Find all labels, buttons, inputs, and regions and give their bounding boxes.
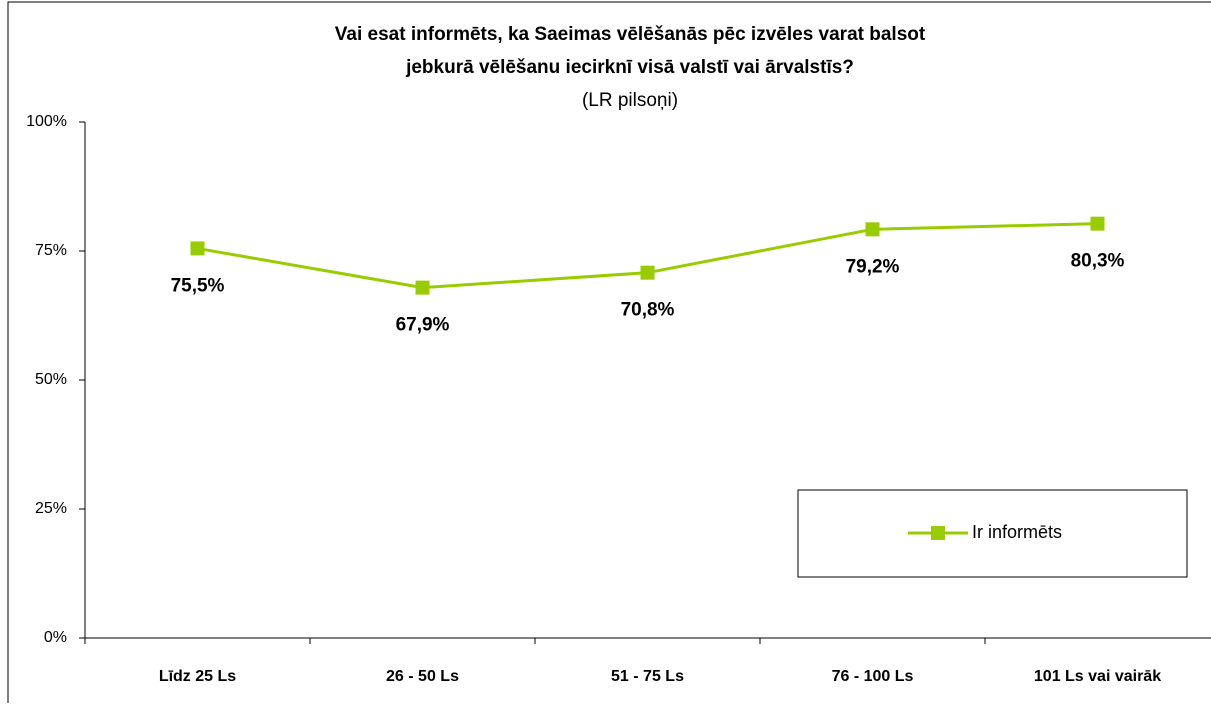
legend-label: Ir informēts (972, 522, 1062, 542)
point-marker (1090, 216, 1105, 231)
y-tick-label: 75% (35, 242, 67, 259)
chart-title: jebkurā vēlēšanu iecirknī visā valstī va… (405, 57, 854, 78)
value-label: 67,9% (396, 315, 450, 336)
point-marker (415, 280, 430, 295)
x-tick-label: 26 - 50 Ls (386, 668, 459, 685)
point-marker (190, 241, 205, 256)
value-label: 80,3% (1071, 251, 1125, 272)
legend-box (797, 489, 1188, 578)
legend-marker (931, 526, 945, 540)
chart-subtitle: (LR pilsoņi) (582, 90, 678, 111)
value-label: 75,5% (171, 275, 225, 296)
chart-title: Vai esat informēts, ka Saeimas vēlēšanās… (335, 24, 926, 45)
x-tick-label: 76 - 100 Ls (832, 668, 914, 685)
y-tick-label: 50% (35, 371, 67, 388)
y-tick-label: 0% (44, 629, 67, 646)
y-tick-label: 25% (35, 500, 67, 517)
value-label: 79,2% (846, 256, 900, 277)
x-tick-label: 51 - 75 Ls (611, 668, 684, 685)
point-marker (640, 265, 655, 280)
point-marker (865, 222, 880, 237)
chart-border (7, 1, 1211, 708)
x-tick-label: 101 Ls vai vairāk (1034, 668, 1161, 685)
x-tick-label: Līdz 25 Ls (159, 668, 236, 685)
y-tick-label: 100% (26, 113, 67, 130)
value-label: 70,8% (621, 300, 675, 321)
